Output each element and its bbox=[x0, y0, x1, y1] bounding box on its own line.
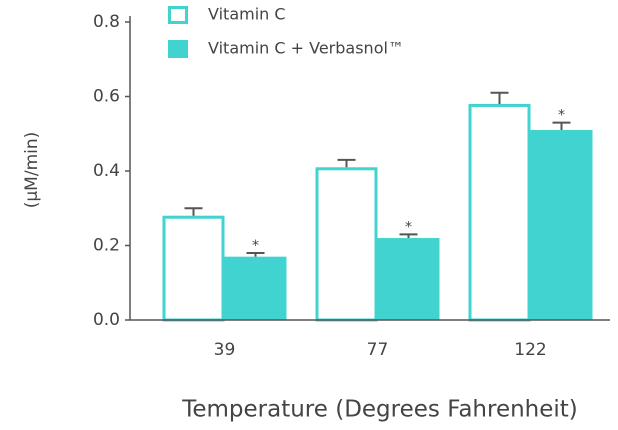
y-tick-label: 0.6 bbox=[93, 87, 120, 107]
y-axis-label: (µM/min) bbox=[22, 132, 42, 209]
x-tick-label: 39 bbox=[214, 340, 236, 360]
error-bar bbox=[490, 91, 509, 104]
x-tick-label: 77 bbox=[367, 340, 389, 360]
bar bbox=[162, 215, 225, 322]
y-tick-label: 0.4 bbox=[93, 161, 120, 181]
error-bar bbox=[246, 251, 265, 257]
y-tick-label: 0.0 bbox=[93, 310, 120, 330]
y-tick-label: 0.2 bbox=[93, 236, 120, 256]
bar bbox=[377, 238, 440, 320]
legend-swatch bbox=[168, 6, 188, 24]
legend-swatch bbox=[168, 40, 188, 58]
x-axis-label: Temperature (Degrees Fahrenheit) bbox=[181, 397, 578, 423]
error-bar bbox=[337, 158, 356, 168]
x-tick-label: 122 bbox=[514, 340, 546, 360]
bar bbox=[530, 130, 593, 320]
error-bar bbox=[552, 121, 571, 131]
y-tick-label: 0.8 bbox=[93, 12, 120, 32]
significance-marker: * bbox=[252, 238, 259, 254]
error-bar bbox=[184, 207, 203, 216]
bar bbox=[468, 103, 531, 322]
legend-label: Vitamin C + Verbasnol™ bbox=[208, 39, 404, 58]
legend-label: Vitamin C bbox=[208, 5, 286, 24]
bar bbox=[224, 256, 287, 320]
error-bar bbox=[399, 233, 418, 239]
significance-marker: * bbox=[405, 219, 412, 235]
bar bbox=[315, 167, 378, 322]
significance-marker: * bbox=[558, 108, 565, 124]
